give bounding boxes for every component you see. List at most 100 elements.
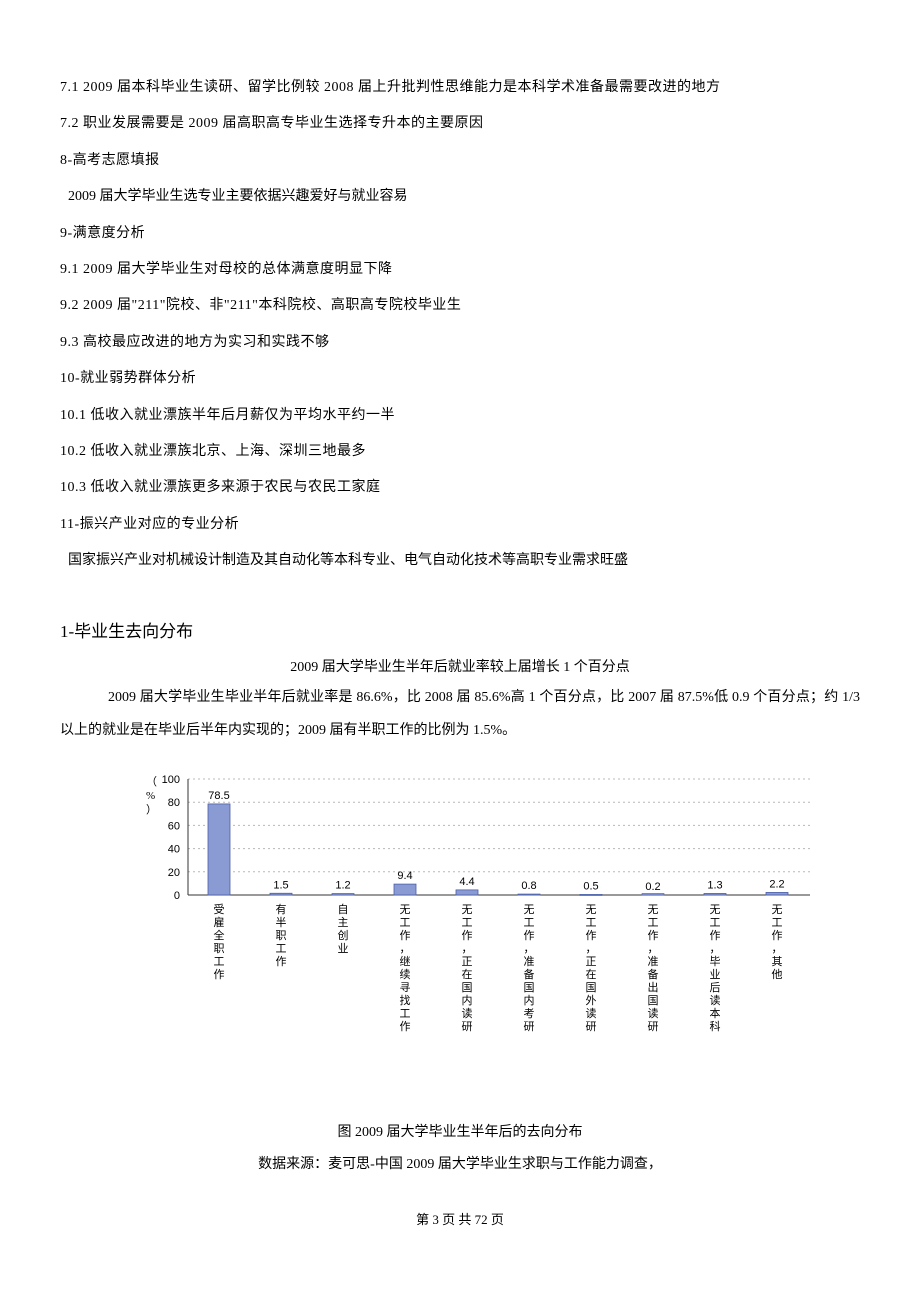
toc-10-3: 10.3 低收入就业漂族更多来源于农民与农民工家庭 bbox=[60, 470, 860, 506]
svg-text:本: 本 bbox=[710, 1006, 721, 1020]
svg-text:找: 找 bbox=[400, 993, 411, 1007]
toc-7-2: 7.2 职业发展需要是 2009 届高职高专毕业生选择专升本的主要原因 bbox=[60, 106, 860, 142]
svg-text:工: 工 bbox=[710, 917, 721, 929]
svg-text:0.5: 0.5 bbox=[583, 880, 598, 892]
svg-text:备: 备 bbox=[648, 967, 659, 981]
svg-text:无: 无 bbox=[586, 904, 597, 916]
section-1-heading: 1-毕业生去向分布 bbox=[60, 617, 860, 642]
toc-10: 10-就业弱势群体分析 bbox=[60, 361, 860, 397]
svg-text:创: 创 bbox=[338, 929, 349, 942]
svg-text:后: 后 bbox=[710, 981, 721, 994]
svg-text:业: 业 bbox=[710, 968, 721, 981]
svg-text:研: 研 bbox=[462, 1021, 473, 1033]
toc-8-sub: 2009 届大学毕业生选专业主要依据兴趣爱好与就业容易 bbox=[60, 179, 860, 215]
svg-text:准: 准 bbox=[524, 955, 535, 968]
svg-text:主: 主 bbox=[338, 916, 349, 929]
svg-text:外: 外 bbox=[586, 994, 597, 1007]
svg-text:80: 80 bbox=[168, 797, 180, 809]
svg-text:工: 工 bbox=[400, 1008, 411, 1020]
section-1-subtitle: 2009 届大学毕业生半年后就业率较上届增长 1 个百分点 bbox=[60, 656, 860, 676]
svg-text:40: 40 bbox=[168, 843, 180, 855]
svg-text:作: 作 bbox=[400, 1020, 411, 1033]
toc-9-1: 9.1 2009 届大学毕业生对母校的总体满意度明显下降 bbox=[60, 252, 860, 288]
svg-text:在: 在 bbox=[586, 968, 597, 981]
svg-text:，: ， bbox=[772, 943, 783, 955]
svg-text:工: 工 bbox=[772, 917, 783, 929]
svg-text:0.2: 0.2 bbox=[645, 881, 660, 893]
svg-text:职: 职 bbox=[214, 942, 225, 955]
svg-text:工: 工 bbox=[648, 917, 659, 929]
svg-text:工: 工 bbox=[524, 917, 535, 929]
svg-text:备: 备 bbox=[524, 967, 535, 981]
svg-text:研: 研 bbox=[648, 1021, 659, 1033]
toc-10-2: 10.2 低收入就业漂族北京、上海、深圳三地最多 bbox=[60, 434, 860, 470]
svg-text:内: 内 bbox=[462, 993, 473, 1007]
svg-text:（: （ bbox=[146, 775, 157, 788]
svg-text:内: 内 bbox=[524, 993, 535, 1007]
svg-text:读: 读 bbox=[648, 1006, 659, 1020]
svg-text:0.8: 0.8 bbox=[521, 880, 536, 892]
svg-text:4.4: 4.4 bbox=[459, 876, 474, 888]
svg-text:78.5: 78.5 bbox=[208, 790, 229, 802]
svg-text:%: % bbox=[146, 790, 155, 802]
svg-text:作: 作 bbox=[648, 929, 659, 942]
svg-text:无: 无 bbox=[648, 904, 659, 916]
svg-text:0: 0 bbox=[174, 890, 180, 902]
svg-text:受: 受 bbox=[214, 903, 225, 916]
svg-text:自: 自 bbox=[338, 903, 349, 916]
svg-text:科: 科 bbox=[710, 1019, 721, 1033]
svg-text:读: 读 bbox=[586, 1006, 597, 1020]
toc-10-1: 10.1 低收入就业漂族半年后月薪仅为平均水平约一半 bbox=[60, 398, 860, 434]
svg-text:工: 工 bbox=[400, 917, 411, 929]
svg-text:无: 无 bbox=[772, 904, 783, 916]
svg-text:工: 工 bbox=[214, 956, 225, 968]
svg-text:作: 作 bbox=[400, 929, 411, 942]
svg-text:其: 其 bbox=[772, 955, 783, 968]
svg-text:）: ） bbox=[146, 803, 157, 816]
svg-text:无: 无 bbox=[462, 904, 473, 916]
svg-text:作: 作 bbox=[524, 929, 535, 942]
svg-text:，: ， bbox=[462, 943, 473, 955]
svg-text:研: 研 bbox=[524, 1021, 535, 1033]
svg-text:20: 20 bbox=[168, 867, 180, 879]
svg-text:9.4: 9.4 bbox=[397, 870, 412, 882]
destination-chart: 020406080100（%）78.5受雇全职工作1.5有半职工作1.2自主创业… bbox=[110, 775, 810, 1075]
svg-text:100: 100 bbox=[162, 775, 180, 786]
svg-text:1.3: 1.3 bbox=[707, 879, 722, 891]
svg-text:续: 续 bbox=[400, 967, 411, 981]
page-footer: 第 3 页 共 72 页 bbox=[60, 1209, 860, 1228]
svg-text:读: 读 bbox=[462, 1006, 473, 1020]
svg-text:60: 60 bbox=[168, 820, 180, 832]
svg-text:国: 国 bbox=[462, 981, 473, 994]
svg-text:半: 半 bbox=[276, 915, 287, 929]
svg-text:作: 作 bbox=[772, 929, 783, 942]
svg-text:，: ， bbox=[586, 943, 597, 955]
svg-text:业: 业 bbox=[338, 942, 349, 955]
svg-text:雇: 雇 bbox=[214, 915, 225, 929]
svg-text:他: 他 bbox=[772, 968, 783, 981]
svg-text:作: 作 bbox=[276, 955, 287, 968]
svg-text:作: 作 bbox=[462, 929, 473, 942]
toc-11: 11-振兴产业对应的专业分析 bbox=[60, 507, 860, 543]
toc-8: 8-高考志愿填报 bbox=[60, 143, 860, 179]
svg-text:在: 在 bbox=[462, 968, 473, 981]
svg-text:无: 无 bbox=[400, 904, 411, 916]
svg-text:，: ， bbox=[648, 943, 659, 955]
svg-text:国: 国 bbox=[586, 981, 597, 994]
svg-text:准: 准 bbox=[648, 955, 659, 968]
svg-text:全: 全 bbox=[214, 928, 225, 942]
svg-text:无: 无 bbox=[524, 904, 535, 916]
toc-9-3: 9.3 高校最应改进的地方为实习和实践不够 bbox=[60, 325, 860, 361]
svg-text:工: 工 bbox=[462, 917, 473, 929]
section-1-paragraph: 2009 届大学毕业生毕业半年后就业率是 86.6%，比 2008 届 85.6… bbox=[60, 682, 860, 746]
svg-text:有: 有 bbox=[276, 902, 287, 916]
toc-7-1: 7.1 2009 届本科毕业生读研、留学比例较 2008 届上升批判性思维能力是… bbox=[60, 70, 860, 106]
svg-text:，: ， bbox=[400, 943, 411, 955]
toc-9-2: 9.2 2009 届"211"院校、非"211"本科院校、高职高专院校毕业生 bbox=[60, 288, 860, 324]
svg-text:国: 国 bbox=[648, 994, 659, 1007]
destination-chart-svg: 020406080100（%）78.5受雇全职工作1.5有半职工作1.2自主创业… bbox=[110, 775, 810, 1075]
svg-text:作: 作 bbox=[586, 929, 597, 942]
svg-text:出: 出 bbox=[648, 980, 659, 994]
toc-9: 9-满意度分析 bbox=[60, 216, 860, 252]
svg-text:，: ， bbox=[710, 943, 721, 955]
